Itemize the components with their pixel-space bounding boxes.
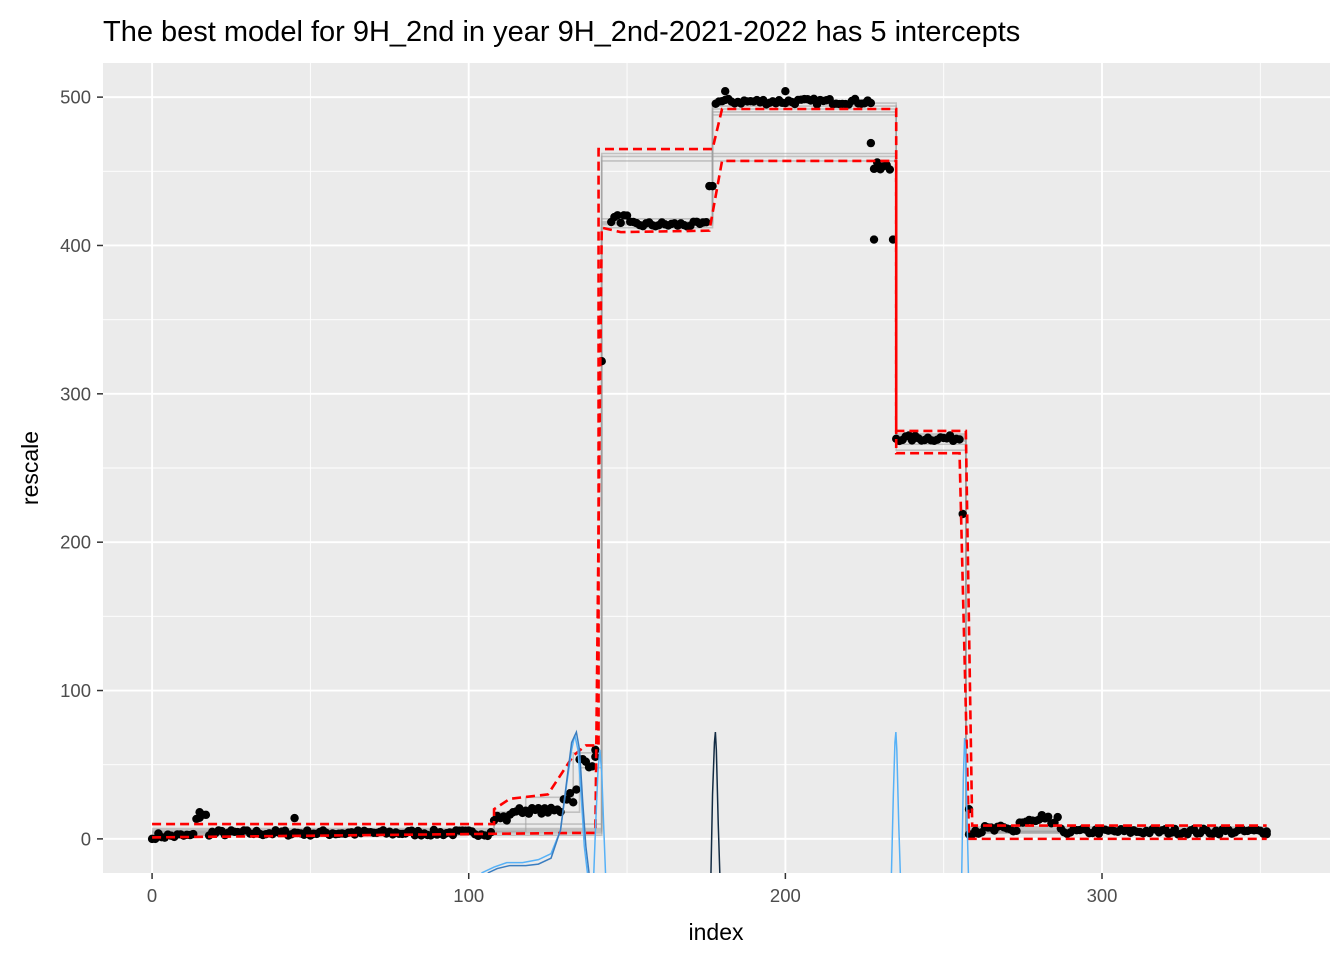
- data-point: [885, 165, 895, 174]
- data-point: [869, 235, 879, 244]
- y-tick-label: 0: [81, 828, 91, 849]
- data-point: [1012, 826, 1021, 836]
- grid-minor: [103, 63, 1330, 873]
- chart-title: The best model for 9H_2nd in year 9H_2nd…: [103, 16, 1020, 48]
- data-point: [866, 98, 876, 108]
- confidence-bounds: [152, 107, 1267, 841]
- data-point: [1262, 827, 1271, 836]
- data-point: [781, 86, 790, 96]
- data-point: [195, 807, 204, 817]
- x-axis-title: index: [689, 919, 744, 945]
- density-curve: [593, 749, 607, 873]
- y-tick-label: 200: [60, 532, 91, 553]
- grid-major: [103, 63, 1330, 873]
- data-point: [1043, 812, 1053, 821]
- y-tick-label: 100: [60, 680, 91, 701]
- data-points: [147, 86, 1271, 844]
- x-tick-label: 300: [1087, 885, 1118, 906]
- y-tick-label: 300: [60, 383, 91, 404]
- data-point: [1037, 810, 1047, 820]
- x-axis: 0 100 200 300: [147, 873, 1118, 906]
- x-tick-label: 0: [147, 885, 157, 906]
- data-point: [588, 762, 597, 771]
- data-point: [613, 211, 622, 220]
- data-point: [201, 810, 211, 820]
- data-point: [869, 164, 879, 174]
- data-point: [958, 509, 967, 519]
- x-tick-label: 100: [453, 885, 484, 906]
- lower-bound-line: [152, 159, 1267, 841]
- data-point: [572, 785, 581, 794]
- density-curves: [481, 729, 970, 873]
- data-point: [147, 834, 157, 844]
- data-point: [616, 218, 625, 228]
- y-axis: 0 100 200 300 400 500: [60, 87, 103, 849]
- data-point: [702, 218, 711, 227]
- density-curve: [960, 737, 970, 873]
- data-point: [486, 828, 496, 837]
- data-point: [569, 798, 578, 807]
- data-point: [290, 813, 299, 823]
- density-curve: [890, 732, 902, 873]
- density-curve: [487, 729, 590, 873]
- data-point: [1053, 812, 1062, 822]
- y-tick-label: 400: [60, 235, 91, 256]
- y-tick-label: 500: [60, 87, 91, 108]
- data-point: [708, 181, 717, 191]
- data-point: [955, 435, 964, 444]
- x-tick-label: 200: [770, 885, 801, 906]
- data-point: [565, 789, 575, 798]
- data-point: [622, 211, 632, 220]
- y-axis-title: rescale: [17, 431, 43, 505]
- density-curve: [710, 732, 721, 873]
- data-point: [721, 86, 730, 96]
- data-point: [866, 138, 876, 148]
